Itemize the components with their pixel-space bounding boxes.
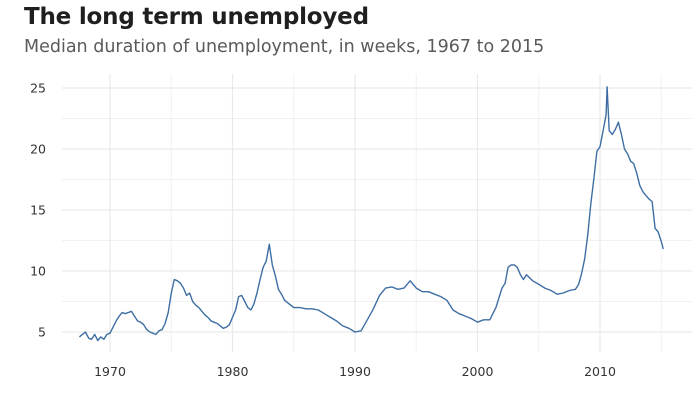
y-tick-label: 10 bbox=[30, 264, 46, 279]
series-line bbox=[78, 86, 664, 342]
y-tick-label: 25 bbox=[30, 81, 46, 96]
chart-title: The long term unemployed bbox=[24, 4, 369, 30]
y-tick-label: 15 bbox=[30, 203, 46, 218]
x-tick-label: 2010 bbox=[584, 364, 616, 379]
axis-labels: 1970 1980 1990 2000 2010 5 10 15 20 25 bbox=[30, 81, 616, 380]
chart-subtitle: Median duration of unemployment, in week… bbox=[24, 37, 545, 57]
x-tick-label: 1970 bbox=[94, 364, 126, 379]
x-tick-label: 1980 bbox=[217, 364, 249, 379]
x-tick-label: 2000 bbox=[462, 364, 494, 379]
y-tick-label: 5 bbox=[38, 325, 46, 340]
x-tick-label: 1990 bbox=[339, 364, 371, 379]
y-tick-label: 20 bbox=[30, 142, 46, 157]
series-layer bbox=[78, 86, 664, 342]
gridlines bbox=[62, 74, 692, 352]
